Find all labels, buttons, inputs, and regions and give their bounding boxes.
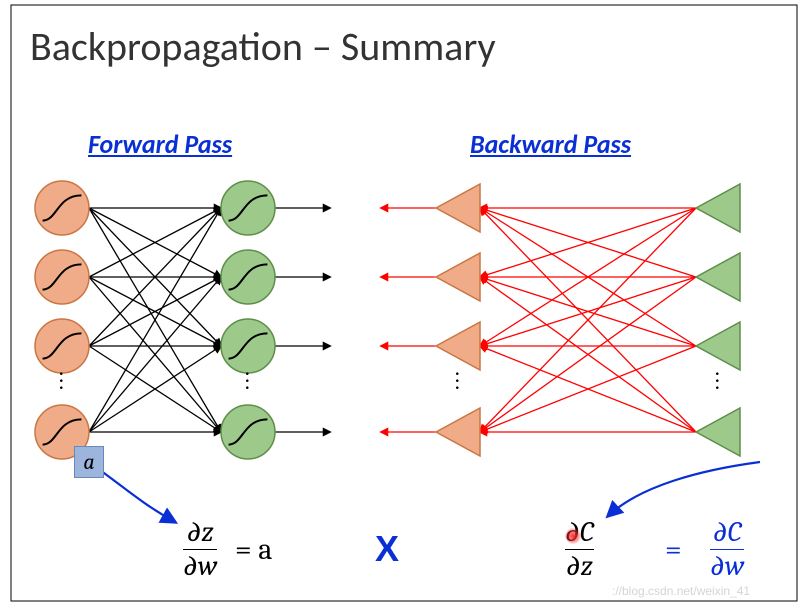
ellipsis-dots: ··· xyxy=(455,370,460,392)
denominator: ∂z xyxy=(565,552,594,581)
equals-sign: = xyxy=(665,532,682,567)
slide-title: Backpropagation – Summary xyxy=(30,22,496,71)
fraction-dz-dw: ∂z ∂w xyxy=(183,518,217,582)
denominator: ∂w xyxy=(710,552,744,581)
activation-a-box: a xyxy=(74,446,104,478)
backward-pass-label: Backward Pass xyxy=(470,128,631,160)
equals-a: = a xyxy=(235,532,272,567)
forward-pass-label: Forward Pass xyxy=(88,128,232,160)
diagram-canvas xyxy=(0,0,808,611)
numerator: ∂C xyxy=(710,518,744,547)
multiply-symbol: X xyxy=(375,528,399,570)
ellipsis-dots: ··· xyxy=(245,370,250,392)
numerator: ∂z xyxy=(183,518,217,547)
laser-pointer xyxy=(565,528,581,544)
denominator: ∂w xyxy=(183,552,217,581)
fraction-dc-dw: ∂C ∂w xyxy=(710,518,744,582)
watermark-text: ://blog.csdn.net/weixin_41 xyxy=(612,584,750,598)
ellipsis-dots: ··· xyxy=(59,370,64,392)
ellipsis-dots: ··· xyxy=(715,370,720,392)
